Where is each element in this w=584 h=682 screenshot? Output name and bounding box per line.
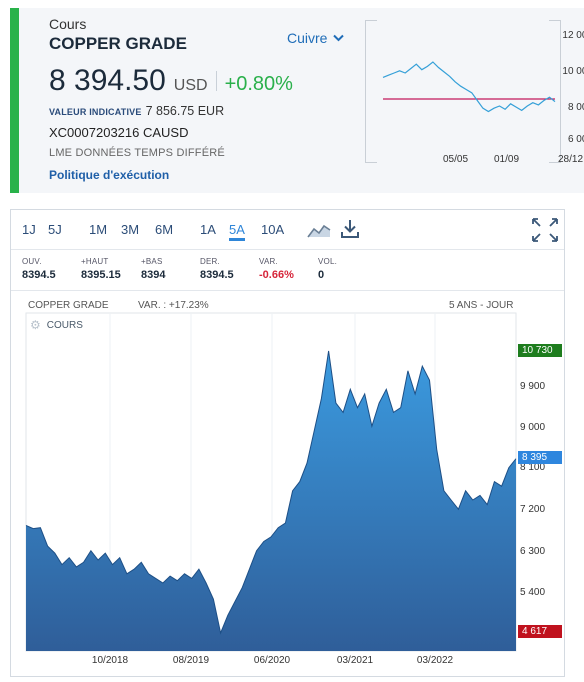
indicative-value: VALEUR INDICATIVE 7 856.75 EUR: [49, 104, 224, 118]
indicative-label: VALEUR INDICATIVE: [49, 107, 142, 117]
indicative-amount: 7 856.75 EUR: [145, 104, 225, 118]
quote-panel: Cours COPPER GRADE Cuivre 8 394.50 USD +…: [10, 8, 584, 193]
price-currency: USD: [173, 77, 208, 94]
series-legend: ⚙ COURS: [30, 318, 83, 332]
commodity-dropdown[interactable]: Cuivre: [287, 30, 345, 46]
instrument-name: COPPER GRADE: [49, 34, 187, 53]
price-line: [25, 350, 517, 635]
chart-instrument-name: COPPER GRADE: [28, 300, 109, 311]
stat-high: +HAUT 8395.15: [81, 257, 121, 281]
price-area-chart[interactable]: [11, 210, 564, 676]
mini-y-tick: 12 000: [562, 30, 584, 41]
mini-chart[interactable]: 12 000 10 000 8 000 6 000 05/05 01/09 28…: [365, 20, 584, 180]
stat-low: +BAS 8394: [141, 257, 165, 281]
y-tick-label: 5 400: [520, 587, 546, 598]
stat-value: 8394.5: [22, 269, 56, 281]
period-5a-button[interactable]: 5A: [229, 222, 245, 241]
series-label: COURS: [46, 319, 83, 331]
stat-label: VOL.: [318, 257, 338, 266]
divider: [215, 71, 217, 91]
price-area: [26, 351, 516, 651]
stats-bar: OUV. 8394.5 +HAUT 8395.15 +BAS 8394 DER.…: [11, 250, 564, 291]
isin-code: XC0007203216 CAUSD: [49, 125, 189, 140]
y-tick-label: 7 200: [520, 504, 546, 515]
chart-variation: VAR. : +17.23%: [138, 300, 209, 311]
download-icon[interactable]: [340, 218, 360, 240]
delay-note: LME DONNÉES TEMPS DIFFÉRÉ: [49, 147, 225, 159]
mini-chart-frame: [549, 20, 561, 163]
high-badge: 10 730: [518, 344, 562, 357]
x-tick-label: 08/2019: [172, 655, 210, 666]
stat-label: +BAS: [141, 257, 163, 266]
x-tick-label: 06/2020: [253, 655, 291, 666]
mini-y-tick: 8 000: [567, 102, 584, 113]
mini-x-tick: 01/09: [494, 154, 520, 165]
quote-label: Cours: [49, 16, 87, 32]
stat-value: 8394.5: [200, 269, 234, 281]
mini-x-tick: 28/12: [558, 154, 584, 165]
execution-policy-link[interactable]: Politique d'exécution: [49, 168, 170, 182]
stat-variation: VAR. -0.66%: [259, 257, 294, 281]
mini-price-line: [382, 61, 556, 113]
last-price-badge: 8 395: [518, 451, 562, 464]
stat-label: +HAUT: [81, 257, 109, 266]
period-1m-button[interactable]: 1M: [89, 222, 108, 237]
x-tick-label: 03/2021: [336, 655, 374, 666]
y-tick-label: 6 300: [520, 546, 546, 557]
stat-value: 8394: [141, 269, 166, 281]
stat-label: OUV.: [22, 257, 42, 266]
chart-module: 1J 5J 1M 3M 6M 1A 5A 10A OUV. 8394.5: [10, 209, 565, 677]
period-5j-button[interactable]: 5J: [48, 222, 62, 237]
stat-last: DER. 8394.5: [200, 257, 234, 281]
expand-icon[interactable]: [531, 217, 559, 243]
period-1a-button[interactable]: 1A: [200, 222, 216, 237]
stat-value: 0: [318, 269, 325, 281]
y-tick-label: 9 000: [520, 422, 546, 433]
stat-label: VAR.: [259, 257, 278, 266]
chevron-down-icon: [333, 34, 345, 42]
price-change: +0.80%: [224, 73, 293, 95]
stat-volume: VOL. 0: [318, 257, 337, 281]
period-10a-button[interactable]: 10A: [261, 222, 285, 237]
last-price: 8 394.50: [49, 64, 166, 97]
mini-x-tick: 05/05: [443, 154, 469, 165]
commodity-dropdown-label: Cuivre: [287, 30, 328, 46]
chart-toolbar: 1J 5J 1M 3M 6M 1A 5A 10A: [11, 210, 564, 250]
chart-range-label: 5 ANS - JOUR: [449, 300, 514, 311]
mini-chart-frame: [365, 20, 377, 163]
stat-value: 8395.15: [81, 269, 121, 281]
x-tick-label: 10/2018: [91, 655, 129, 666]
gear-icon[interactable]: ⚙: [30, 318, 41, 332]
x-tick-label: 03/2022: [416, 655, 454, 666]
period-3m-button[interactable]: 3M: [121, 222, 140, 237]
mini-chart-svg: [382, 61, 556, 113]
stat-value: -0.66%: [259, 269, 294, 281]
stat-label: DER.: [200, 257, 220, 266]
y-tick-label: 8 100: [520, 462, 546, 473]
period-1j-button[interactable]: 1J: [22, 222, 36, 237]
mini-y-tick: 10 000: [562, 66, 584, 77]
price-row: 8 394.50 USD +0.80%: [49, 64, 293, 98]
stat-open: OUV. 8394.5: [22, 257, 56, 281]
mini-y-tick: 6 000: [567, 134, 584, 145]
period-6m-button[interactable]: 6M: [155, 222, 174, 237]
low-badge: 4 617: [518, 625, 562, 638]
y-tick-label: 9 900: [520, 381, 546, 392]
area-chart-icon[interactable]: [307, 221, 331, 239]
